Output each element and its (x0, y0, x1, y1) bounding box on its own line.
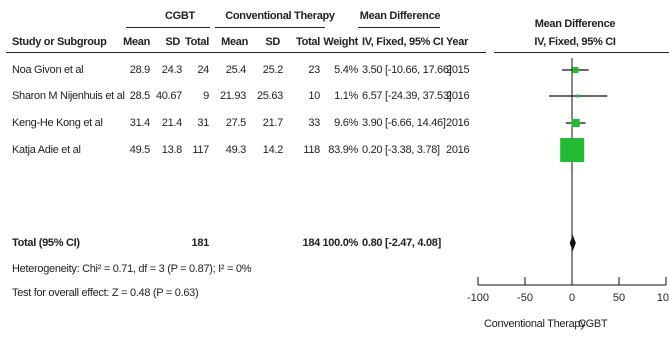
effect-square (571, 118, 580, 128)
weight-cell: 9.6% (334, 117, 358, 129)
x-tick-label: -50 (517, 292, 533, 304)
study-name: Sharon M Nijenhuis et al (12, 90, 125, 102)
ci-cell: 0.20 [-3.38, 3.78] (362, 144, 440, 156)
group1-header: CGBT (165, 10, 195, 22)
group2-header: Conventional Therapy (225, 10, 335, 22)
sd2-header: SD (265, 36, 280, 48)
mean1-header: Mean (123, 36, 150, 48)
x-tick-label: 100 (657, 292, 669, 304)
sd1-header: SD (165, 36, 180, 48)
x-tick-label: -100 (467, 292, 489, 304)
sd2-cell: 25.2 (262, 64, 284, 76)
study-name: Katja Adie et al (12, 144, 81, 156)
header-rule (6, 52, 486, 53)
effect-square (560, 138, 585, 162)
weight-cell: 83.9% (328, 144, 358, 156)
total1-header: Total (185, 36, 209, 48)
total-ci: 0.80 [-2.47, 4.08] (362, 237, 441, 249)
md-underline (358, 27, 440, 28)
total2-cell: 10 (308, 90, 320, 102)
md-plot-header: Mean Difference (534, 18, 616, 30)
mean2-cell: 25.4 (225, 64, 247, 76)
weight-cell: 5.4% (334, 64, 358, 76)
mean2-cell: 21.93 (219, 90, 246, 102)
mean1-cell: 28.5 (129, 90, 151, 102)
total1-cell: 9 (203, 90, 209, 102)
ci-plot-header: IV, Fixed, 95% CI (534, 36, 616, 48)
mean2-cell: 49.3 (225, 144, 247, 156)
total1-cell: 31 (197, 117, 209, 129)
effect-square (576, 94, 580, 98)
mean1-cell: 28.9 (129, 64, 151, 76)
year-cell: 2015 (446, 64, 470, 76)
weight-header: Weight (323, 36, 358, 48)
weight-cell: 1.1% (334, 90, 358, 102)
x-tick-label: 0 (569, 292, 575, 304)
total-label: Total (95% CI) (12, 237, 80, 249)
sd1-cell: 40.67 (155, 90, 182, 102)
ci-cell: 6.57 [-24.39, 37.53] (362, 90, 452, 102)
year-cell: 2016 (446, 144, 470, 156)
sd1-cell: 13.8 (161, 144, 183, 156)
total1-cell: 24 (197, 64, 209, 76)
plot-header-rule (494, 52, 669, 53)
year-cell: 2016 (446, 90, 470, 102)
x-tick-label: 50 (613, 292, 625, 304)
heterogeneity-text: Heterogeneity: Chi² = 0.71, df = 3 (P = … (12, 263, 252, 275)
total1-cell: 117 (192, 144, 209, 156)
sd2-cell: 21.7 (262, 117, 284, 129)
total2-cell: 23 (308, 64, 320, 76)
group1-underline (126, 27, 210, 28)
study-name: Noa Givon et al (12, 64, 84, 76)
mean2-header: Mean (221, 36, 248, 48)
total2-cell: 118 (303, 144, 320, 156)
study-col-header: Study or Subgroup (12, 36, 107, 48)
pooled-diamond (569, 235, 576, 251)
favours-right-label: CGBT (578, 318, 608, 330)
sd2-cell: 25.63 (256, 90, 283, 102)
mean2-cell: 27.5 (225, 117, 247, 129)
sd1-cell: 24.3 (161, 64, 183, 76)
group2-underline (215, 27, 325, 28)
md-header: Mean Difference (359, 10, 441, 22)
total2-header: Total (296, 36, 320, 48)
sd1-cell: 21.4 (161, 117, 183, 129)
mean1-cell: 49.5 (129, 144, 151, 156)
sd2-cell: 14.2 (262, 144, 284, 156)
total1-sum: 181 (191, 237, 210, 249)
ci-cell: 3.50 [-10.66, 17.66] (362, 64, 452, 76)
favours-left-label: Conventional Therapy (484, 318, 586, 330)
ci-header: IV, Fixed, 95% CI (362, 36, 444, 48)
effect-square (572, 66, 579, 74)
overall-effect-text: Test for overall effect: Z = 0.48 (P = 0… (12, 287, 199, 299)
total-weight: 100.0% (322, 237, 358, 249)
total2-cell: 33 (308, 117, 320, 129)
mean1-cell: 31.4 (129, 117, 151, 129)
year-cell: 2016 (446, 117, 470, 129)
year-header: Year (446, 36, 469, 48)
total2-sum: 184 (302, 237, 321, 249)
ci-cell: 3.90 [-6.66, 14.46] (362, 117, 446, 129)
study-name: Keng-He Kong et al (12, 117, 103, 129)
